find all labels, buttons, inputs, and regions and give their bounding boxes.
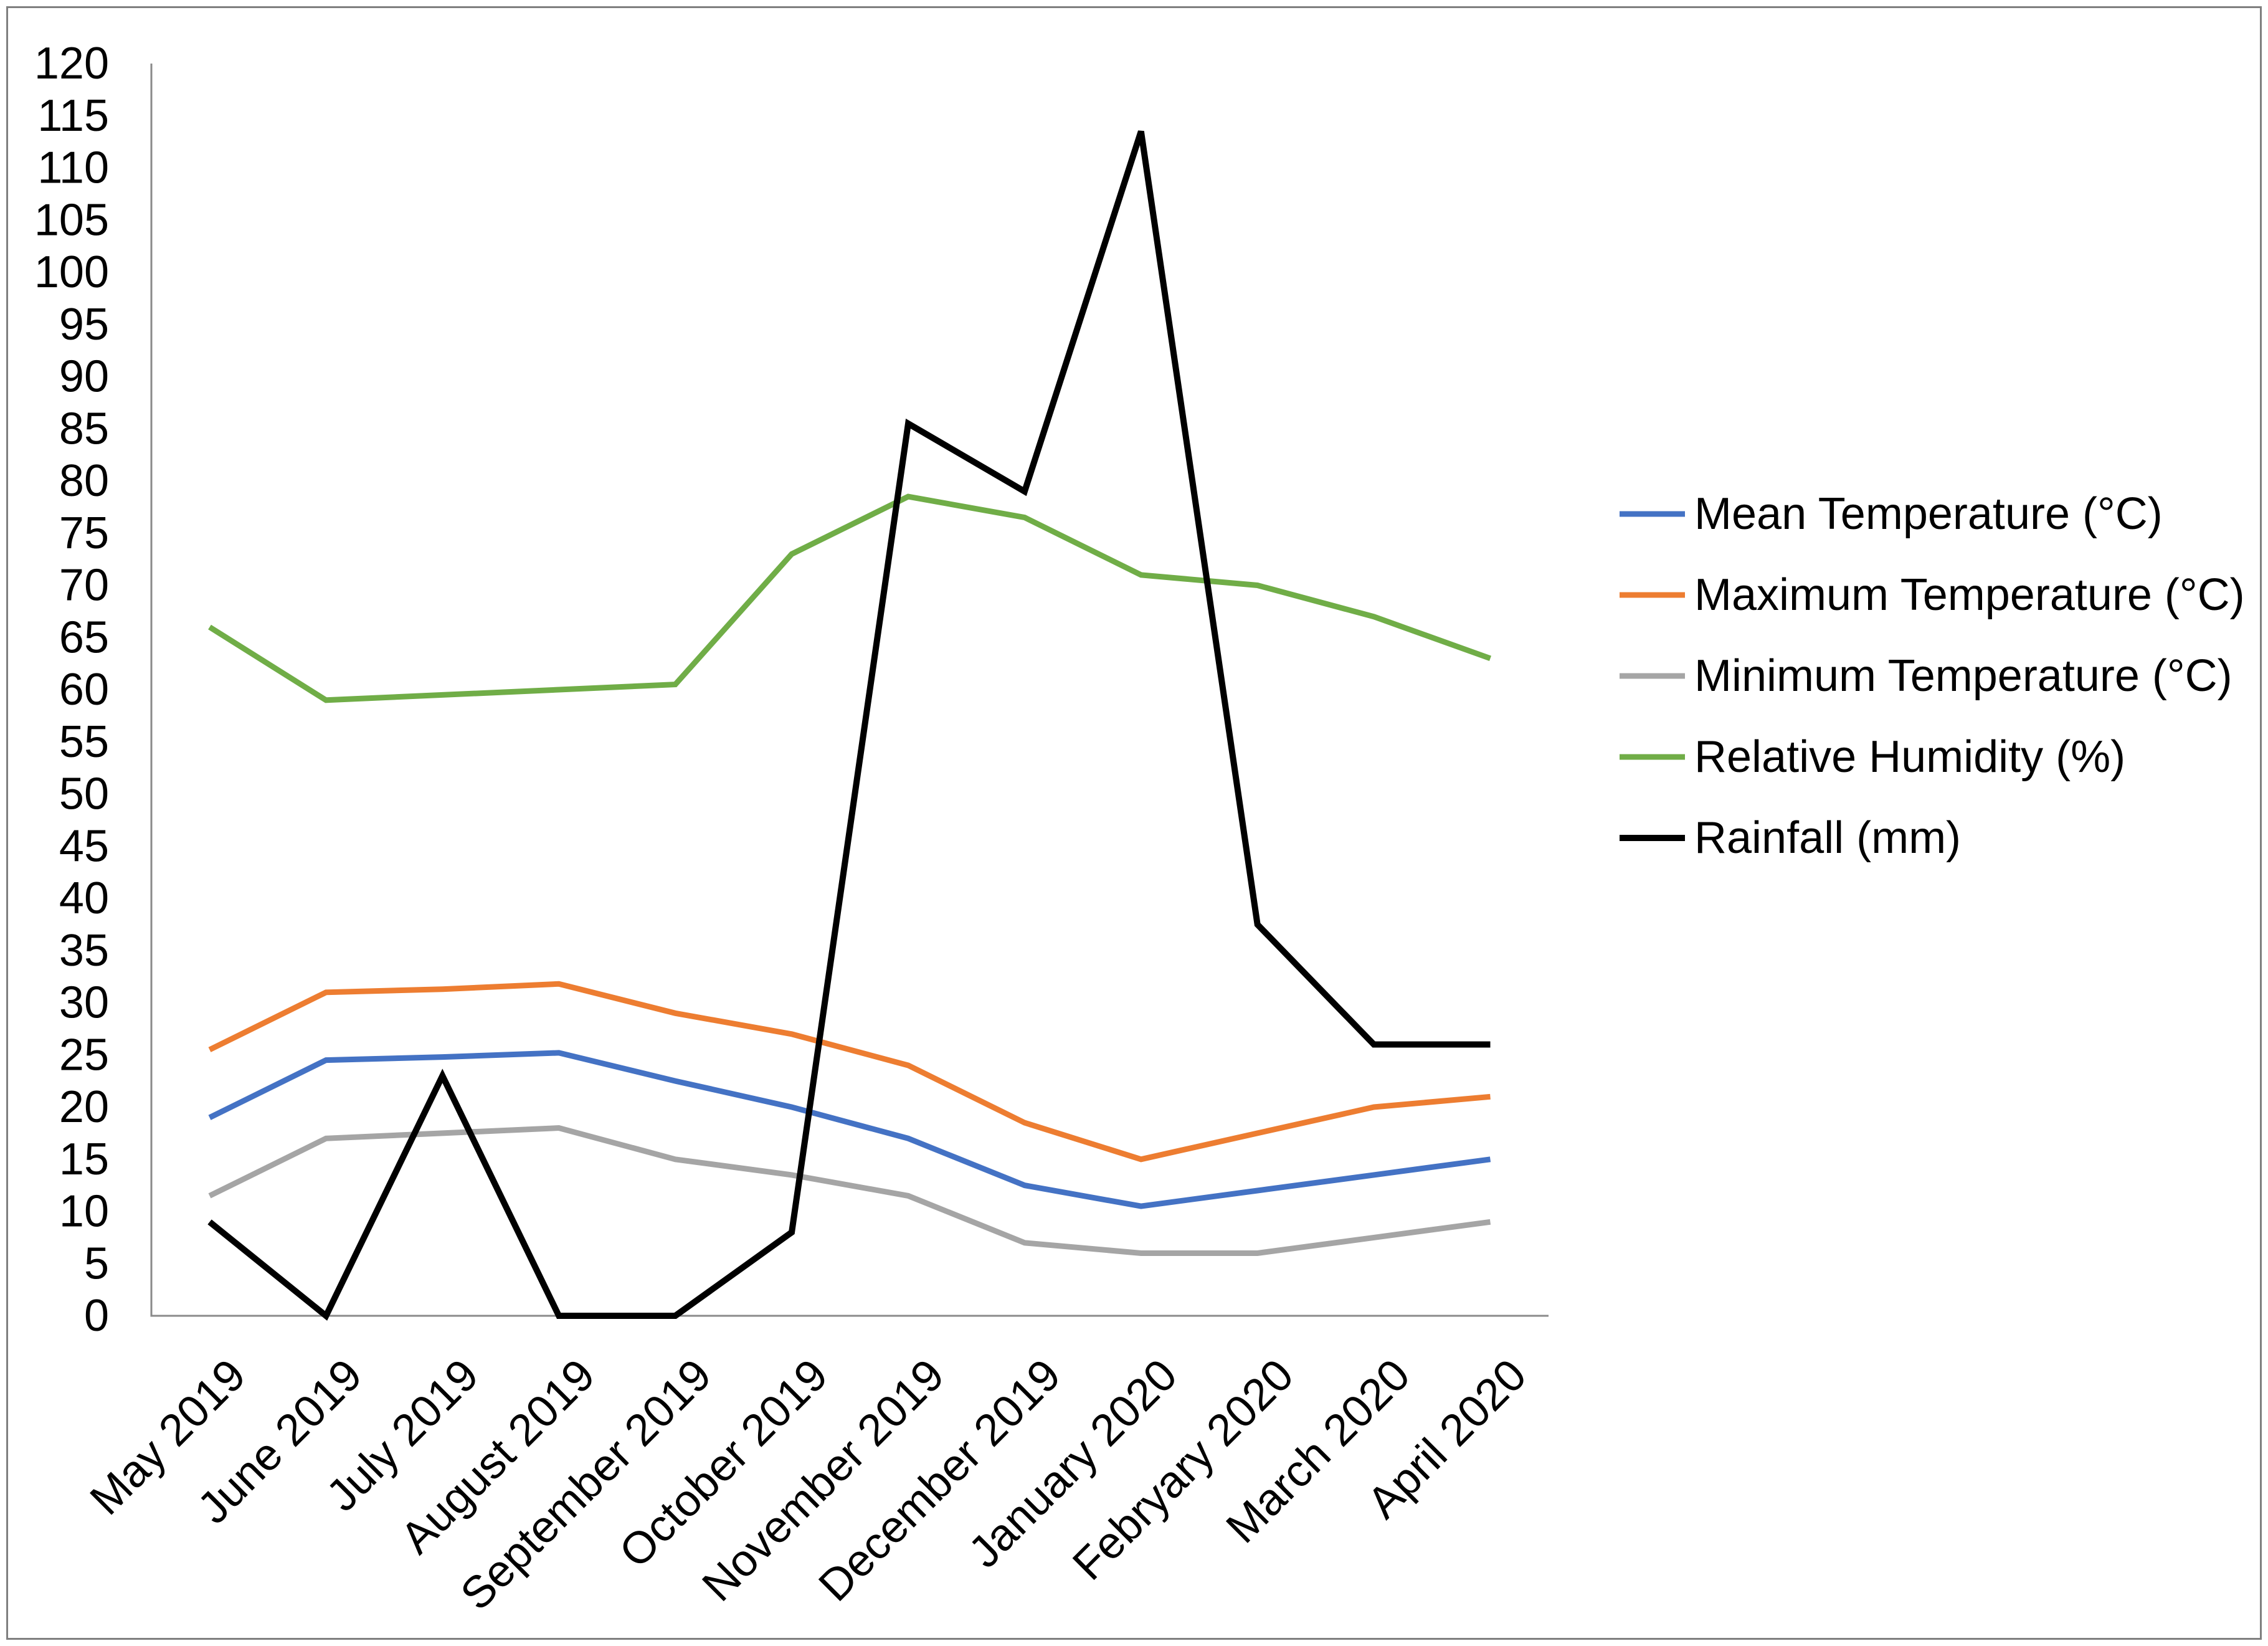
legend: Mean Temperature (°C) Maximum Temperature… <box>1620 489 2245 863</box>
legend-label-relative-humidity: Relative Humidity (%) <box>1694 732 2125 782</box>
y-tick-label-20: 20 <box>59 1082 109 1132</box>
series-line-maximum-temperature-c <box>208 981 1491 1163</box>
y-tick-label-85: 85 <box>59 404 109 454</box>
y-tick-label-30: 30 <box>59 978 109 1028</box>
y-tick-label-15: 15 <box>59 1135 109 1184</box>
y-tick-label-0: 0 <box>84 1291 109 1341</box>
y-tick-label-105: 105 <box>34 195 109 245</box>
series-line-relative-humidity <box>208 493 1492 703</box>
y-tick-label-45: 45 <box>59 821 109 871</box>
legend-item-relative-humidity: Relative Humidity (%) <box>1620 732 2125 782</box>
y-tick-label-35: 35 <box>59 926 109 976</box>
y-tick-label-60: 60 <box>59 665 109 715</box>
x-tick-label-january-2020: January 2020 <box>959 1350 1187 1577</box>
y-tick-label-10: 10 <box>59 1187 109 1237</box>
y-tick-label-25: 25 <box>59 1030 109 1080</box>
legend-label-mean-temperature-c: Mean Temperature (°C) <box>1694 489 2163 539</box>
y-tick-label-65: 65 <box>59 612 109 662</box>
y-tick-label-70: 70 <box>59 561 109 611</box>
axes <box>150 64 1549 1317</box>
y-tick-label-55: 55 <box>59 717 109 767</box>
y-tick-label-120: 120 <box>34 39 109 88</box>
y-tick-label-100: 100 <box>34 247 109 297</box>
y-tick-label-5: 5 <box>84 1239 109 1288</box>
y-tick-label-110: 110 <box>37 143 109 193</box>
legend-item-rainfall-mm: Rainfall (mm) <box>1620 813 1961 863</box>
y-axis-tick-labels: 0510152025303540455055606570758085909510… <box>34 39 109 1341</box>
y-tick-label-115: 115 <box>37 91 109 141</box>
legend-item-mean-temperature-c: Mean Temperature (°C) <box>1620 489 2163 539</box>
legend-label-minimum-temperature-c: Minimum Temperature (°C) <box>1694 651 2232 701</box>
legend-item-maximum-temperature-c: Maximum Temperature (°C) <box>1620 570 2245 620</box>
y-tick-label-95: 95 <box>59 300 109 350</box>
series-line-mean-temperature-c <box>208 1050 1491 1209</box>
y-tick-label-75: 75 <box>59 508 109 558</box>
series-lines <box>207 130 1492 1321</box>
y-tick-label-80: 80 <box>59 456 109 506</box>
y-tick-label-40: 40 <box>59 873 109 923</box>
series-line-minimum-temperature-c <box>208 1125 1491 1256</box>
legend-label-maximum-temperature-c: Maximum Temperature (°C) <box>1694 570 2245 620</box>
legend-item-minimum-temperature-c: Minimum Temperature (°C) <box>1620 651 2232 701</box>
y-tick-label-90: 90 <box>59 352 109 402</box>
series-line-rainfall-mm <box>207 130 1491 1321</box>
legend-label-rainfall-mm: Rainfall (mm) <box>1694 813 1961 863</box>
x-tick-label-october-2019: October 2019 <box>610 1350 837 1577</box>
y-tick-label-50: 50 <box>59 769 109 819</box>
